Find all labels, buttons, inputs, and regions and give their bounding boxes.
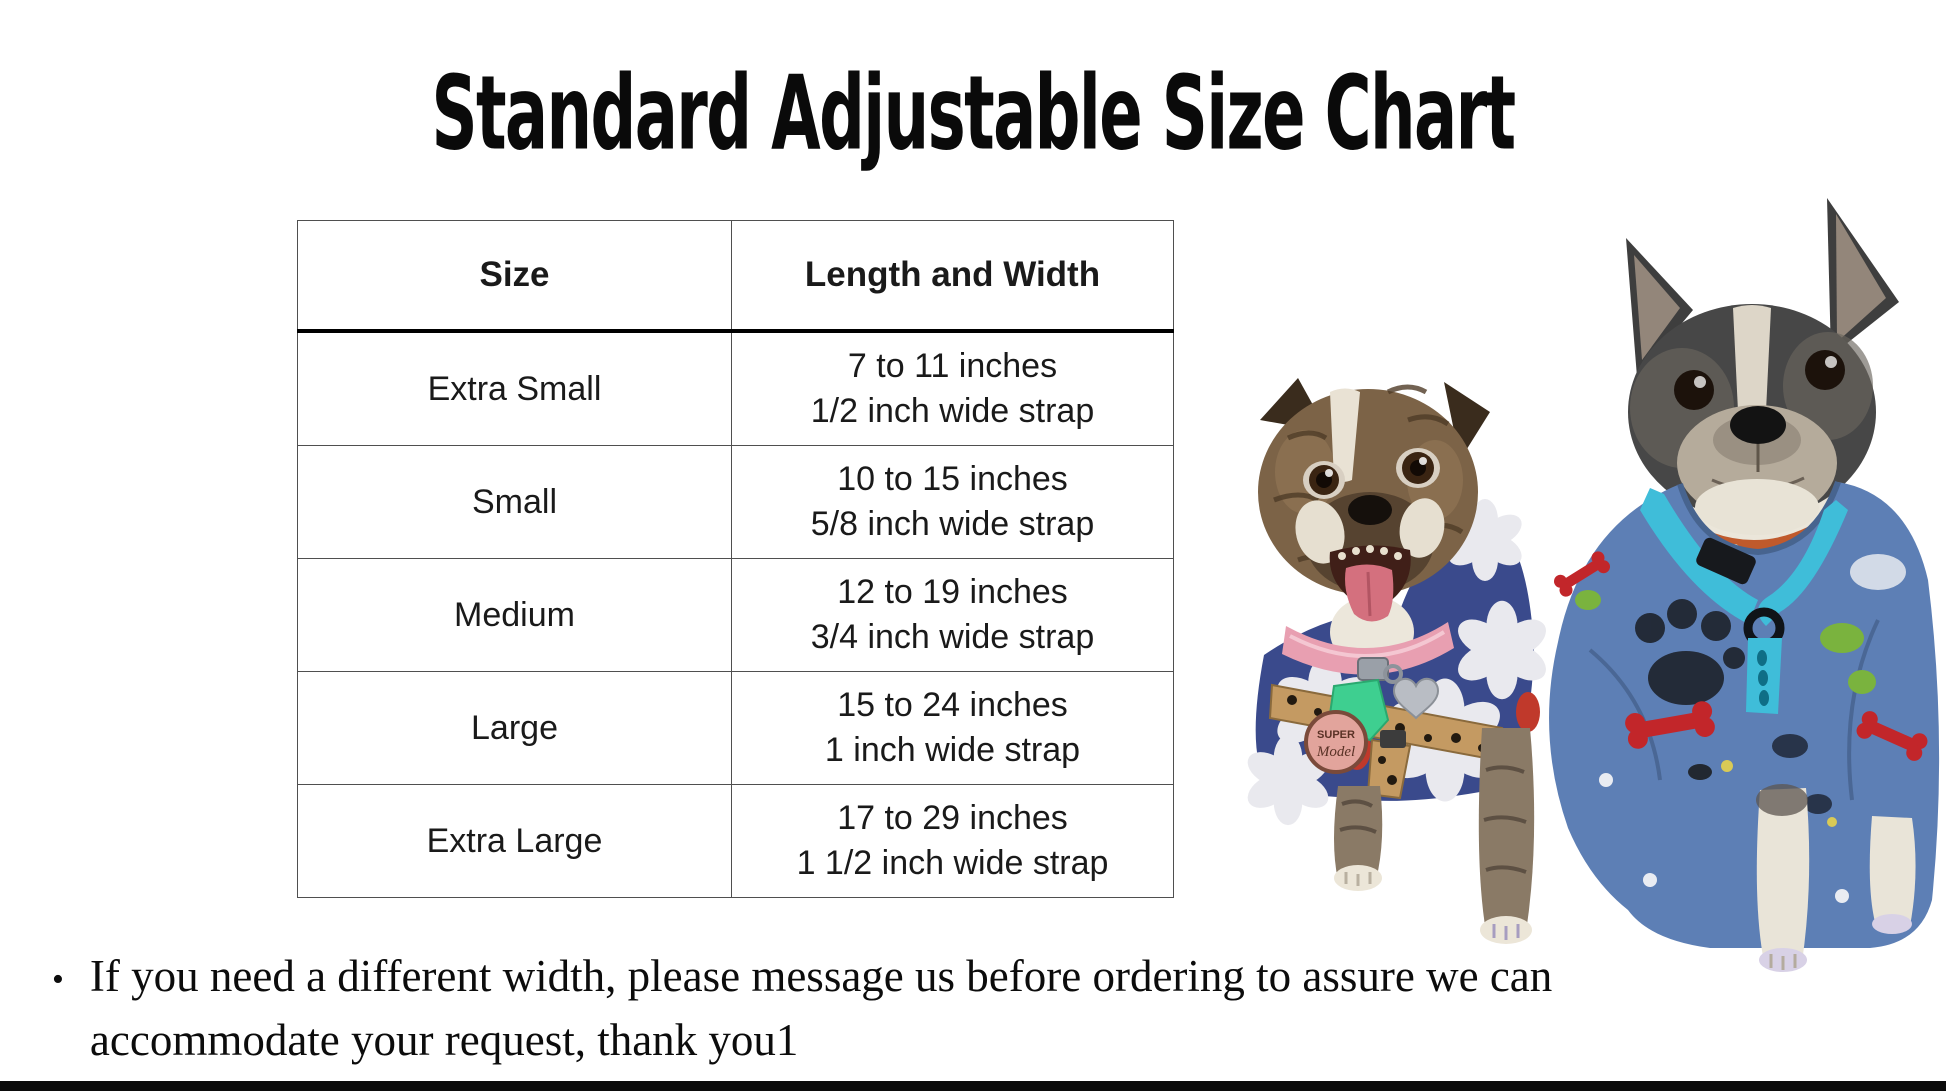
length-range: 15 to 24 inches [837,686,1068,725]
length-range: 12 to 19 inches [837,573,1068,612]
bullet-point: • [52,961,64,998]
strap-width: 1/2 inch wide strap [810,392,1095,430]
right-dog [1549,198,1940,972]
bottom-border-bar [0,1081,1946,1091]
left-dog-ear [1444,382,1490,460]
measure-cell: 15 to 24 inches 1 inch wide strap [731,671,1174,785]
right-dog-chin [1695,479,1819,535]
measure-cell: 17 to 29 inches 1 1/2 inch wide strap [731,784,1174,898]
green-spot-motif [1848,670,1876,694]
left-dog-nose [1348,495,1392,525]
table-row: Large 15 to 24 inches 1 inch wide strap [297,671,1174,785]
right-dog-blaze [1733,305,1771,436]
size-cell: Extra Large [297,784,732,898]
size-cell: Small [297,445,732,559]
left-dog: SUPER Model [1241,378,1553,944]
measure-cell: 7 to 11 inches 1/2 inch wide strap [731,330,1174,446]
green-spot-motif [1820,623,1864,653]
right-dog-harness [1640,488,1848,714]
note-line-2: accommodate your request, thank you1 [89,1015,799,1065]
left-dog-collar: SUPER Model [1282,622,1454,774]
table-row: Small 10 to 15 inches 5/8 inch wide stra… [297,445,1174,559]
strap-width: 5/8 inch wide strap [810,505,1095,543]
left-dog-legs [1334,728,1535,944]
fleece-pattern [1551,548,1931,903]
size-cell: Extra Small [297,330,732,446]
strap-width: 1 1/2 inch wide strap [796,844,1109,882]
harness-buckle [1696,537,1756,585]
measure-cell: 10 to 15 inches 5/8 inch wide strap [731,445,1174,559]
tag-text-model: Model [1316,744,1355,760]
right-dog-fleece [1549,482,1940,948]
right-dog-ears [1626,198,1899,377]
right-dog-eye [1674,370,1714,410]
right-dog-head [1628,304,1876,535]
tag-text-super: SUPER [1317,729,1355,741]
strap-width: 3/4 inch wide strap [810,618,1095,656]
column-header-size: Size [297,220,732,333]
page-title: Standard Adjustable Size Chart [431,54,1516,174]
strap-width: 1 inch wide strap [824,731,1081,769]
left-dog-head [1258,384,1478,622]
tag-ring [1383,664,1403,684]
length-range: 7 to 11 inches [847,347,1058,386]
note-text: If you need a different width, please me… [90,944,1552,1072]
garment-red-patch [1516,692,1540,732]
length-range: 10 to 15 inches [837,460,1068,499]
size-cell: Large [297,671,732,785]
green-spot-motif [1575,590,1601,610]
right-dog-eye [1805,350,1845,390]
table-row: Extra Small 7 to 11 inches 1/2 inch wide… [297,330,1174,446]
right-dog-nose [1730,406,1786,444]
column-header-length-width: Length and Width [731,220,1174,333]
width-note: • If you need a different width, please … [52,944,1552,1072]
harness-buckle [1380,730,1406,748]
left-dog-blaze [1330,388,1360,482]
note-line-1: If you need a different width, please me… [89,951,1553,1001]
paw-print-motif [1635,599,1745,705]
size-cell: Medium [297,558,732,672]
length-range: 17 to 29 inches [837,799,1068,838]
table-header-row: Size Length and Width [297,220,1174,333]
dogs-photo: SUPER Model [1241,198,1940,972]
table-row: Medium 12 to 19 inches 3/4 inch wide str… [297,558,1174,672]
right-dog-legs [1756,784,1916,972]
measure-cell: 12 to 19 inches 3/4 inch wide strap [731,558,1174,672]
table-row: Extra Large 17 to 29 inches 1 1/2 inch w… [297,784,1174,898]
supermodel-tag: SUPER Model [1304,710,1368,774]
size-chart-table: Size Length and Width Extra Small 7 to 1… [297,220,1174,898]
